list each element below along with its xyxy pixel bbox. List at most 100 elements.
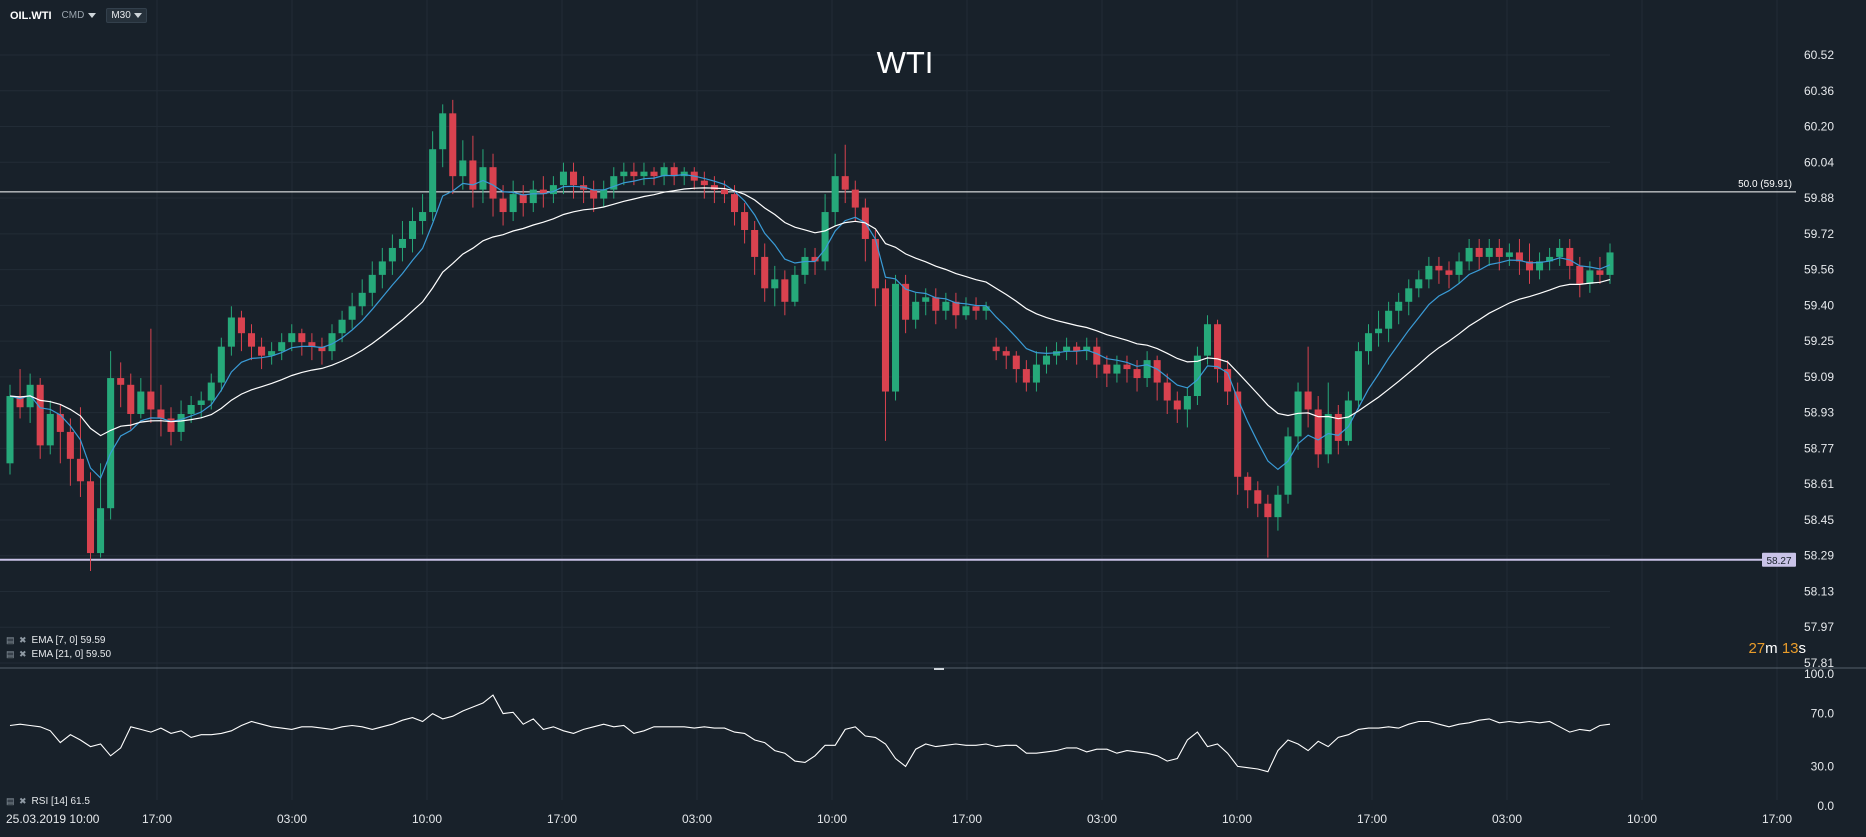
rsi-tick-label: 100.0 <box>1804 667 1834 681</box>
time-axis[interactable]: 25.03.2019 10:00 17:00 03:00 10:00 17:00 03:0… <box>6 812 1792 826</box>
candle-body <box>137 391 145 414</box>
price-tick-label: 57.97 <box>1804 620 1834 634</box>
candle-body <box>1385 310 1393 329</box>
candle-body <box>1244 476 1252 491</box>
rsi-tick-label: 0.0 <box>1817 799 1834 813</box>
candle-body <box>127 384 135 414</box>
candle-body <box>1425 265 1433 280</box>
candle-body <box>66 431 74 459</box>
time-tick-label: 10:00 <box>1222 812 1252 826</box>
time-tick-label: 17:00 <box>952 812 982 826</box>
candle-body <box>499 198 507 213</box>
time-tick-label: 10:00 <box>1627 812 1657 826</box>
candle-body <box>1073 346 1081 352</box>
candle-body <box>1173 400 1181 410</box>
candle-body <box>459 160 467 177</box>
settings-icon[interactable]: ▤ ✖ <box>6 796 28 806</box>
timeframe-dropdown[interactable]: M30 <box>106 8 147 23</box>
candle-body <box>439 113 447 150</box>
time-tick-label: 25.03.2019 10:00 <box>6 812 100 826</box>
countdown-minutes: 27 <box>1748 640 1766 657</box>
candle-body <box>539 189 547 195</box>
candle-body <box>590 189 598 199</box>
candle-body <box>288 333 296 343</box>
candle-body <box>962 306 970 316</box>
symbol-label[interactable]: OIL.WTI <box>10 9 52 22</box>
grid <box>0 0 1866 800</box>
candle-body <box>177 413 185 432</box>
candle-body <box>328 333 336 352</box>
rsi-tick-label: 70.0 <box>1811 707 1835 721</box>
candle-body <box>932 297 940 311</box>
candle-body <box>1546 256 1554 262</box>
ema7-legend[interactable]: ▤ ✖ EMA [7, 0] 59.59 <box>6 635 105 646</box>
candle-body <box>700 180 708 186</box>
candle-body <box>1284 436 1292 495</box>
candle-body <box>56 413 64 432</box>
instrument-type-dropdown[interactable]: CMD <box>62 10 97 21</box>
candle-body <box>841 176 849 190</box>
candle-body <box>278 342 286 352</box>
candle-body <box>1113 364 1121 374</box>
candle-body <box>781 279 789 302</box>
time-tick-label: 03:00 <box>277 812 307 826</box>
time-tick-label: 17:00 <box>1762 812 1792 826</box>
rsi-tick-label: 30.0 <box>1811 759 1835 773</box>
candle-body <box>1042 355 1050 365</box>
settings-icon[interactable]: ▤ ✖ <box>6 635 28 645</box>
candle-body <box>419 212 427 222</box>
candle-body <box>892 283 900 392</box>
candle-body <box>922 297 930 302</box>
candle-body <box>408 221 417 239</box>
candle-body <box>529 189 537 204</box>
time-tick-label: 03:00 <box>1492 812 1522 826</box>
candle-body <box>509 194 517 213</box>
candle-body <box>751 229 759 257</box>
candles <box>6 99 1614 572</box>
candle-body <box>1063 346 1071 352</box>
price-tick-label: 58.45 <box>1804 513 1834 527</box>
candle-body <box>1566 247 1574 266</box>
candle-body <box>1344 400 1352 441</box>
rsi-panel: 100.0 70.0 30.0 0.0 <box>9 667 1835 813</box>
candle-body <box>1405 288 1413 302</box>
candle-body <box>1606 252 1614 275</box>
price-tick-label: 58.29 <box>1804 549 1834 563</box>
candle-body <box>710 185 718 190</box>
ema-lines <box>9 173 1611 480</box>
candle-body <box>449 113 457 177</box>
price-axis[interactable]: 60.52 60.36 60.20 60.04 59.88 59.72 59.56 59.40… <box>1804 48 1834 670</box>
level-badge[interactable] <box>1762 552 1796 567</box>
candle-body <box>720 189 728 195</box>
rsi-legend[interactable]: ▤ ✖ RSI [14] 61.5 <box>6 796 90 807</box>
candle-body <box>1415 279 1423 289</box>
candle-body <box>972 306 980 311</box>
price-tick-label: 59.25 <box>1804 334 1834 348</box>
chevron-down-icon <box>88 13 97 18</box>
price-tick-label: 58.61 <box>1804 477 1834 491</box>
candle-body <box>1586 270 1594 284</box>
candle-body <box>942 301 950 311</box>
candle-body <box>358 292 366 307</box>
chart-header: OIL.WTI CMD M30 <box>10 8 147 23</box>
candle-body <box>620 171 628 177</box>
candle-body <box>771 279 779 289</box>
time-tick-label: 17:00 <box>547 812 577 826</box>
candle-body <box>348 306 356 320</box>
candle-body <box>1576 265 1584 284</box>
candle-body <box>519 194 527 204</box>
candle-body <box>851 189 859 208</box>
ema7-line <box>9 173 1611 480</box>
horizontal-levels[interactable]: 50.0 (59.91) 58.27 <box>0 179 1796 567</box>
ema21-legend[interactable]: ▤ ✖ EMA [21, 0] 59.50 <box>6 649 111 660</box>
candle-body <box>1495 247 1503 257</box>
instrument-type-label: CMD <box>61 10 85 21</box>
candle-body <box>992 346 1000 352</box>
candle-body <box>600 189 608 199</box>
candle-body <box>1596 270 1604 275</box>
settings-icon[interactable]: ▤ ✖ <box>6 649 28 659</box>
ema7-legend-label: EMA [7, 0] 59.59 <box>31 635 106 646</box>
candle-body <box>97 508 105 554</box>
candle-body <box>660 167 668 177</box>
